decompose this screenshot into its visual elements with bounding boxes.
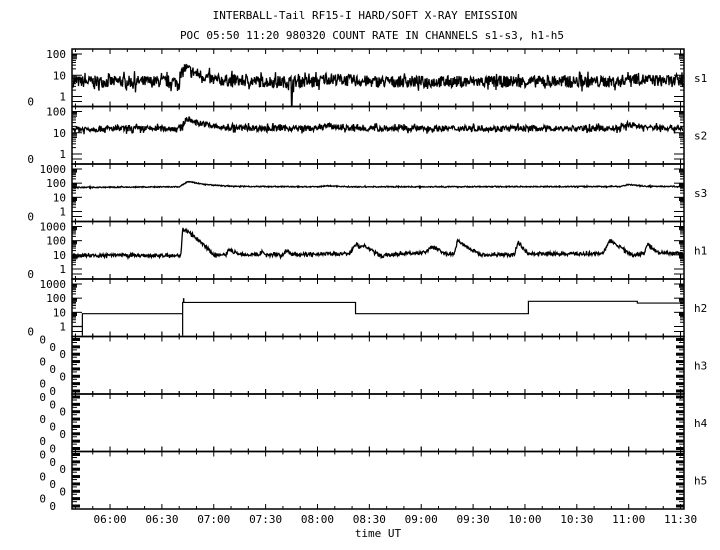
- channel-label-h5: h5: [694, 474, 707, 487]
- y-tick-label: 0: [27, 96, 34, 109]
- y-tick-label: 1: [59, 263, 66, 276]
- y-tick-label: 0: [59, 463, 66, 476]
- y-tick-label: 0: [49, 420, 56, 433]
- series-line-h2: [73, 300, 684, 336]
- y-tick-label: 0: [39, 449, 46, 462]
- panel-frame: [71, 220, 685, 280]
- panel-frame: [71, 335, 685, 395]
- x-tick-label: 09:30: [457, 513, 490, 526]
- y-tick-label: 0: [49, 398, 56, 411]
- channel-label-s3: s3: [694, 187, 707, 200]
- x-tick-label: 11:30: [664, 513, 697, 526]
- channel-label-h3: h3: [694, 359, 707, 372]
- panel-frame: [71, 105, 685, 165]
- y-tick-label: 0: [39, 356, 46, 369]
- y-tick-label: 0: [49, 385, 56, 398]
- x-tick-label: 07:30: [249, 513, 282, 526]
- y-tick-label: 0: [39, 471, 46, 484]
- y-tick-label: 0: [27, 326, 34, 339]
- x-tick-label: 08:30: [353, 513, 386, 526]
- channel-label-h4: h4: [694, 417, 708, 430]
- y-tick-label: 100: [46, 235, 66, 248]
- y-tick-label: 100: [46, 177, 66, 190]
- x-tick-label: 08:00: [301, 513, 334, 526]
- panel-frame: [71, 450, 685, 510]
- y-tick-label: 1000: [40, 221, 67, 234]
- y-tick-label: 0: [59, 428, 66, 441]
- y-tick-label: 0: [39, 378, 46, 391]
- y-tick-label: 0: [39, 493, 46, 506]
- y-tick-label: 0: [59, 348, 66, 361]
- x-tick-label: 07:00: [197, 513, 230, 526]
- y-tick-label: 0: [49, 443, 56, 456]
- series-line-h1: [72, 227, 684, 261]
- series-line-s2: [72, 116, 684, 135]
- x-tick-label: 10:30: [560, 513, 593, 526]
- y-tick-label: 0: [39, 435, 46, 448]
- series-line-s3: [72, 180, 684, 190]
- panel-frame: [71, 278, 685, 338]
- panels: 1001010s11001010s210001001010s3100010010…: [27, 48, 707, 526]
- x-tick-label: 09:00: [405, 513, 438, 526]
- y-tick-label: 10: [53, 249, 66, 262]
- y-tick-label: 10: [53, 191, 66, 204]
- y-tick-label: 1000: [40, 278, 67, 291]
- x-tick-label: 11:00: [612, 513, 645, 526]
- y-tick-label: 0: [59, 406, 66, 419]
- y-tick-label: 0: [59, 370, 66, 383]
- y-tick-label: 0: [39, 391, 46, 404]
- y-tick-label: 1000: [40, 163, 67, 176]
- y-tick-label: 0: [27, 153, 34, 166]
- y-tick-label: 10: [53, 306, 66, 319]
- panel-frame: [71, 163, 685, 223]
- y-tick-label: 0: [49, 500, 56, 513]
- channel-label-h2: h2: [694, 302, 707, 315]
- x-axis-label: time UT: [355, 527, 402, 540]
- y-tick-label: 0: [27, 211, 34, 224]
- y-tick-label: 100: [46, 106, 66, 119]
- y-tick-label: 0: [59, 485, 66, 498]
- channel-label-s1: s1: [694, 72, 707, 85]
- y-tick-label: 0: [49, 341, 56, 354]
- y-tick-label: 0: [49, 456, 56, 469]
- y-tick-label: 0: [39, 334, 46, 347]
- y-tick-label: 1: [59, 91, 66, 104]
- y-tick-label: 1: [59, 321, 66, 334]
- y-tick-label: 10: [53, 127, 66, 140]
- series-line-s1: [72, 63, 684, 107]
- y-tick-label: 0: [39, 413, 46, 426]
- y-tick-label: 0: [27, 268, 34, 281]
- chart-title: INTERBALL-Tail RF15-I HARD/SOFT X-RAY EM…: [213, 9, 518, 22]
- y-tick-label: 0: [49, 478, 56, 491]
- channel-label-s2: s2: [694, 129, 707, 142]
- x-tick-label: 06:30: [145, 513, 178, 526]
- y-tick-label: 100: [46, 48, 66, 61]
- y-tick-label: 1: [59, 148, 66, 161]
- x-tick-label: 10:00: [508, 513, 541, 526]
- y-tick-label: 1: [59, 206, 66, 219]
- chart-subtitle: POC 05:50 11:20 980320 COUNT RATE IN CHA…: [180, 29, 564, 42]
- x-tick-label: 06:00: [93, 513, 126, 526]
- y-tick-label: 10: [53, 69, 66, 82]
- y-tick-label: 0: [49, 363, 56, 376]
- panel-frame: [71, 393, 685, 453]
- channel-label-h1: h1: [694, 244, 707, 257]
- y-tick-label: 100: [46, 292, 66, 305]
